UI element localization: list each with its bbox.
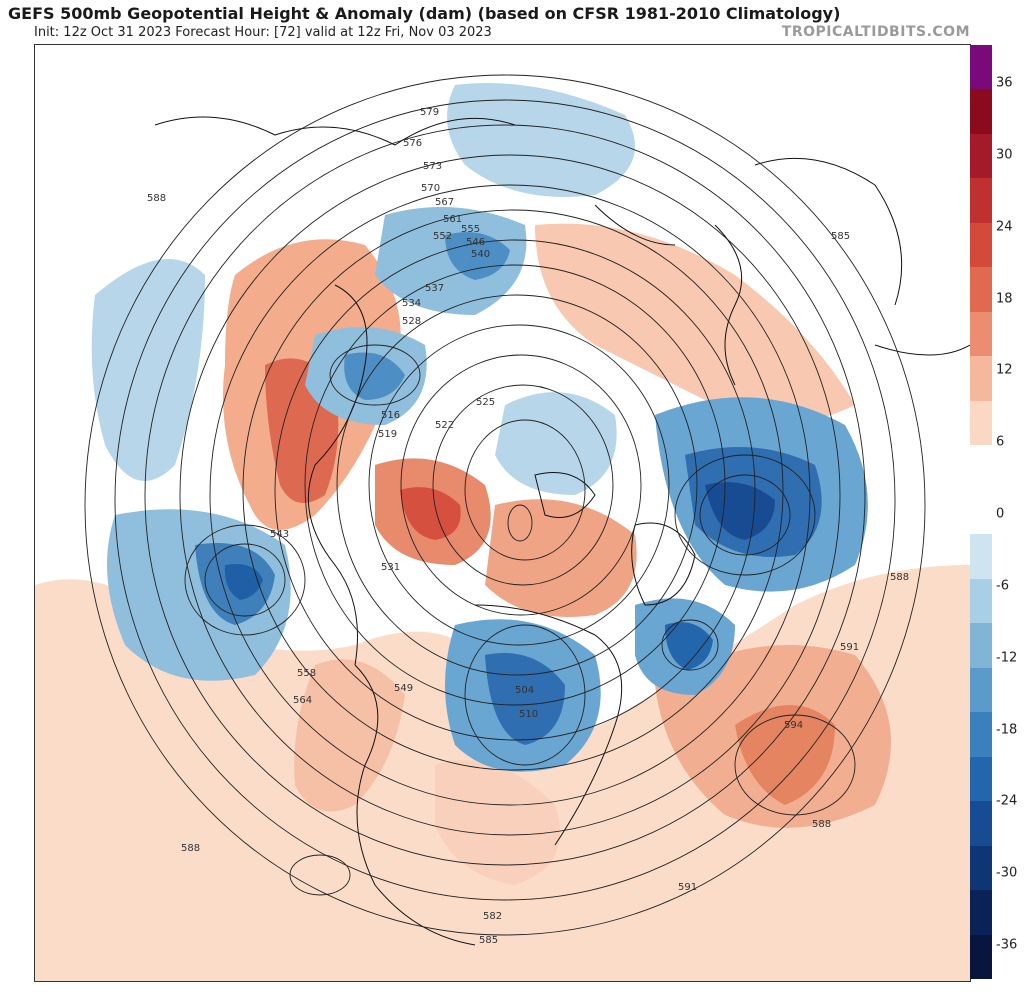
colorbar-tick-label: -12: [996, 650, 1018, 666]
contour-label: 591: [840, 642, 859, 653]
colorbar-segment: [970, 178, 992, 224]
contour-label: 579: [420, 107, 439, 118]
colorbar-segment: [970, 845, 992, 891]
contour-label: 543: [270, 529, 289, 540]
contour-label: 582: [483, 911, 502, 922]
contour-label: 576: [403, 138, 422, 149]
colorbar-segment: [970, 934, 992, 980]
colorbar-tick-label: 12: [996, 362, 1013, 378]
contour-label: 522: [435, 420, 454, 431]
colorbar-tick-label: 30: [996, 147, 1013, 163]
chart-subtitle: Init: 12z Oct 31 2023 Forecast Hour: [72…: [34, 25, 492, 40]
contour-label: 531: [381, 562, 400, 573]
contour-label: 525: [476, 397, 495, 408]
colorbar-segment: [970, 801, 992, 847]
contour-label: 567: [435, 197, 454, 208]
colorbar-tick-label: -24: [996, 793, 1018, 809]
colorbar-tick-label: -18: [996, 722, 1018, 737]
colorbar-segment: [970, 756, 992, 802]
contour-label: 558: [297, 668, 316, 679]
contour-label: 549: [394, 683, 413, 694]
colorbar-segment: [970, 578, 992, 624]
chart-title: GEFS 500mb Geopotential Height & Anomaly…: [8, 4, 841, 23]
colorbar-segment: [970, 667, 992, 713]
brand-watermark: TROPICALTIDBITS.COM: [781, 24, 970, 40]
coastlines: [154, 116, 970, 946]
colorbar-segment: [970, 133, 992, 179]
colorbar-segment: [970, 712, 992, 758]
colorbar-tick-label: -6: [996, 578, 1009, 594]
contour-label: 561: [443, 214, 462, 225]
contour-label: 552: [433, 231, 452, 242]
contour-label: 594: [784, 720, 803, 731]
contour-label: 510: [519, 709, 538, 720]
colorbar-tick-label: 6: [996, 434, 1005, 450]
colorbar-segment: [970, 356, 992, 402]
contour-label: 516: [381, 410, 400, 421]
contour-label: 528: [402, 316, 421, 327]
colorbar-tick-label: -30: [996, 865, 1018, 881]
contour-label: 588: [890, 572, 909, 583]
contour-label: 564: [293, 695, 312, 706]
contour-label: 519: [378, 429, 397, 440]
height-contours: [84, 74, 926, 936]
contour-label: 504: [515, 685, 534, 696]
contour-label: 591: [678, 882, 697, 893]
colorbar-segment: [970, 222, 992, 268]
colorbar-segment: [970, 311, 992, 357]
colorbar-segment: [970, 445, 992, 491]
colorbar-segment: [970, 45, 992, 90]
map-canvas: 588 579 576 573 570 567 561 555 552 546 …: [35, 74, 970, 981]
contour-label: 546: [466, 237, 485, 248]
negative-anomaly-shading: [91, 83, 868, 772]
colorbar-segment: [970, 267, 992, 313]
colorbar-segment: [970, 489, 992, 535]
colorbar-segment: [970, 623, 992, 669]
contour-label: 588: [181, 843, 200, 854]
contour-label: 540: [471, 249, 490, 260]
colorbar-segment: [970, 534, 992, 580]
colorbar-segment: [970, 89, 992, 135]
contour-label: 534: [402, 298, 421, 309]
contour-label: 588: [147, 193, 166, 204]
colorbar-tick-label: -36: [996, 937, 1018, 953]
colorbar-segment: [970, 400, 992, 446]
contour-label: 588: [812, 819, 831, 830]
positive-anomaly-shading: [35, 223, 970, 981]
contour-label: 555: [461, 224, 480, 235]
contour-label: 570: [421, 183, 440, 194]
contour-label: 585: [479, 935, 498, 946]
contour-label: 573: [423, 161, 442, 172]
anomaly-colorbar: [970, 45, 992, 980]
contour-label: 585: [831, 231, 850, 242]
contour-label: 537: [425, 283, 444, 294]
colorbar-tick-label: 0: [996, 506, 1005, 522]
colorbar-tick-label: 24: [996, 219, 1013, 235]
map-panel: 588 579 576 573 570 567 561 555 552 546 …: [34, 44, 971, 982]
colorbar-segment: [970, 890, 992, 936]
colorbar-tick-label: 18: [996, 291, 1013, 306]
contour-labels: 588 579 576 573 570 567 561 555 552 546 …: [147, 107, 909, 946]
colorbar-tick-label: 36: [996, 75, 1013, 91]
